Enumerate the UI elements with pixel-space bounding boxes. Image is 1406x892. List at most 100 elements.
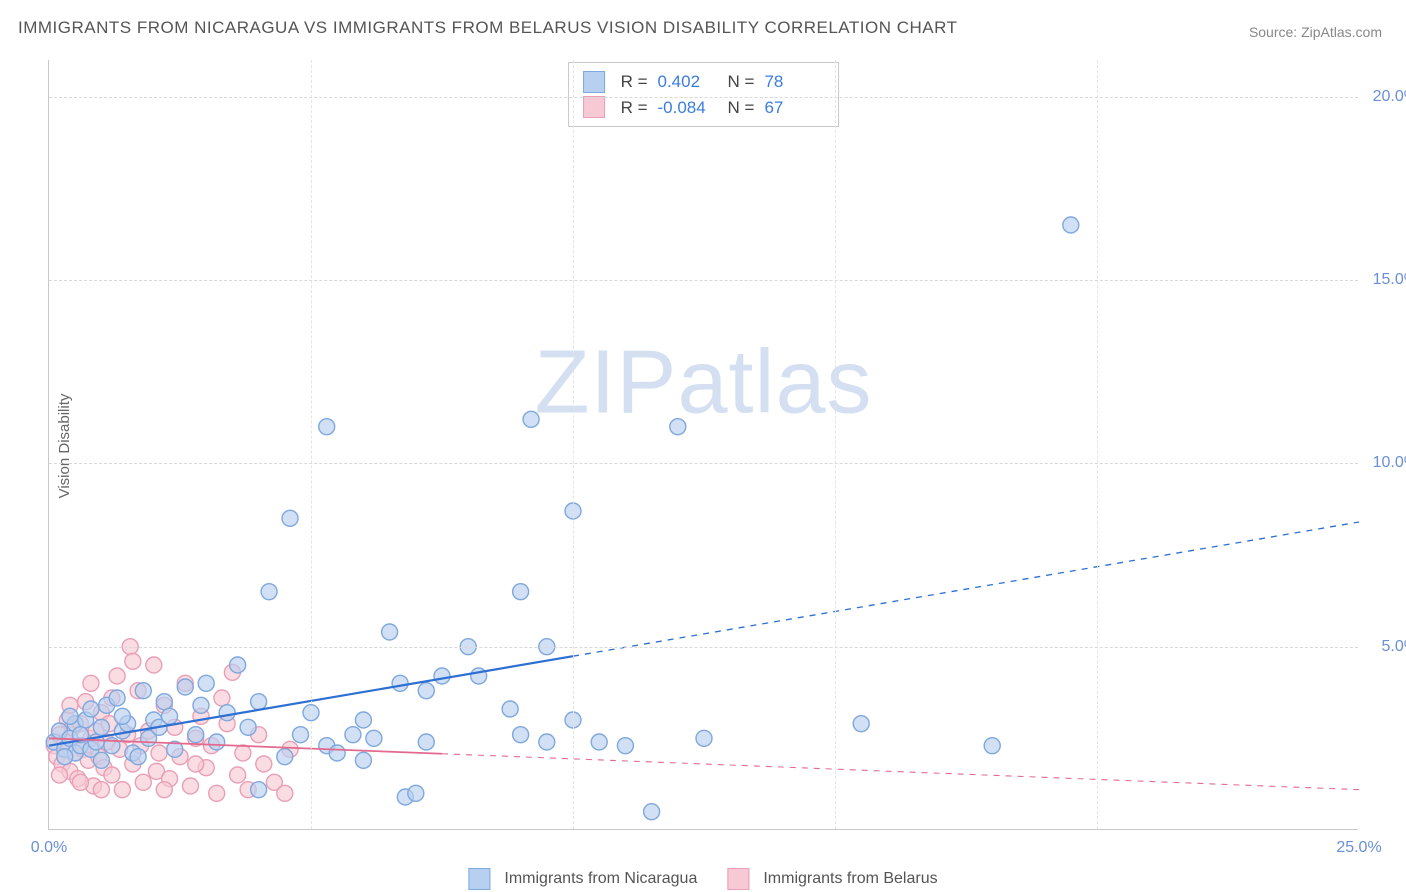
data-point [355,752,371,768]
n-label: N = [728,95,755,121]
r-value: -0.084 [658,95,718,121]
data-point [62,708,78,724]
data-point [329,745,345,761]
source-label: Source: ZipAtlas.com [1249,24,1382,40]
legend-swatch [468,868,490,890]
legend-label: Immigrants from Nicaragua [504,870,697,888]
chart-title: IMMIGRANTS FROM NICARAGUA VS IMMIGRANTS … [18,18,957,38]
data-point [366,730,382,746]
data-point [83,701,99,717]
r-label: R = [621,95,648,121]
data-point [696,730,712,746]
gridline-v [1097,60,1098,829]
gridline-h [49,463,1358,464]
correlation-stats-box: R = 0.402 N = 78R = -0.084 N = 67 [568,62,840,127]
data-point [156,782,172,798]
data-point [135,683,151,699]
data-point [230,767,246,783]
data-point [418,683,434,699]
gridline-v [573,60,574,829]
x-tick-label: 25.0% [1336,839,1381,857]
data-point [177,679,193,695]
stats-row: R =0.402N =78 [583,69,825,95]
data-point [83,675,99,691]
y-tick-label: 20.0% [1373,88,1406,106]
data-point [188,727,204,743]
data-point [209,734,225,750]
data-point [93,719,109,735]
series-swatch [583,96,605,118]
data-point [93,782,109,798]
data-point [392,675,408,691]
data-point [853,716,869,732]
data-point [617,738,633,754]
data-point [984,738,1000,754]
data-point [162,708,178,724]
data-point [182,778,198,794]
data-point [209,785,225,801]
data-point [193,697,209,713]
gridline-v [311,60,312,829]
data-point [345,727,361,743]
data-point [293,727,309,743]
data-point [135,774,151,790]
data-point [146,657,162,673]
data-point [125,653,141,669]
data-point [251,694,267,710]
legend-item: Immigrants from Nicaragua [468,868,697,890]
legend-item: Immigrants from Belarus [727,868,937,890]
data-point [104,767,120,783]
data-point [214,690,230,706]
data-point [670,419,686,435]
gridline-h [49,280,1358,281]
scatter-svg [49,60,1358,829]
data-point [382,624,398,640]
data-point [277,785,293,801]
x-tick-label: 0.0% [31,839,67,857]
data-point [188,756,204,772]
legend-swatch [727,868,749,890]
stats-row: R = -0.084 N = 67 [583,95,825,121]
n-value: 67 [764,95,824,121]
data-point [130,749,146,765]
data-point [219,705,235,721]
legend: Immigrants from Nicaragua Immigrants from… [468,868,937,890]
data-point [235,745,251,761]
trend-line-dashed [442,754,1359,790]
data-point [539,734,555,750]
data-point [198,675,214,691]
n-value: 78 [764,69,824,95]
data-point [277,749,293,765]
data-point [434,668,450,684]
data-point [72,774,88,790]
data-point [591,734,607,750]
data-point [109,668,125,684]
data-point [644,804,660,820]
data-point [251,782,267,798]
data-point [156,694,172,710]
data-point [57,749,73,765]
data-point [261,584,277,600]
data-point [408,785,424,801]
r-label: R = [621,69,648,95]
trend-line-dashed [573,522,1359,656]
data-point [256,756,272,772]
y-tick-label: 5.0% [1382,638,1406,656]
data-point [282,510,298,526]
data-point [240,719,256,735]
data-point [355,712,371,728]
gridline-h [49,647,1358,648]
chart-plot-area: ZIPatlas R =0.402N =78R =-0.084N =67 5.0… [48,60,1358,830]
data-point [230,657,246,673]
data-point [1063,217,1079,233]
data-point [502,701,518,717]
data-point [418,734,434,750]
data-point [523,411,539,427]
data-point [109,690,125,706]
data-point [513,727,529,743]
gridline-v [835,60,836,829]
gridline-h [49,97,1358,98]
y-tick-label: 10.0% [1373,454,1406,472]
r-value: 0.402 [658,69,718,95]
data-point [513,584,529,600]
